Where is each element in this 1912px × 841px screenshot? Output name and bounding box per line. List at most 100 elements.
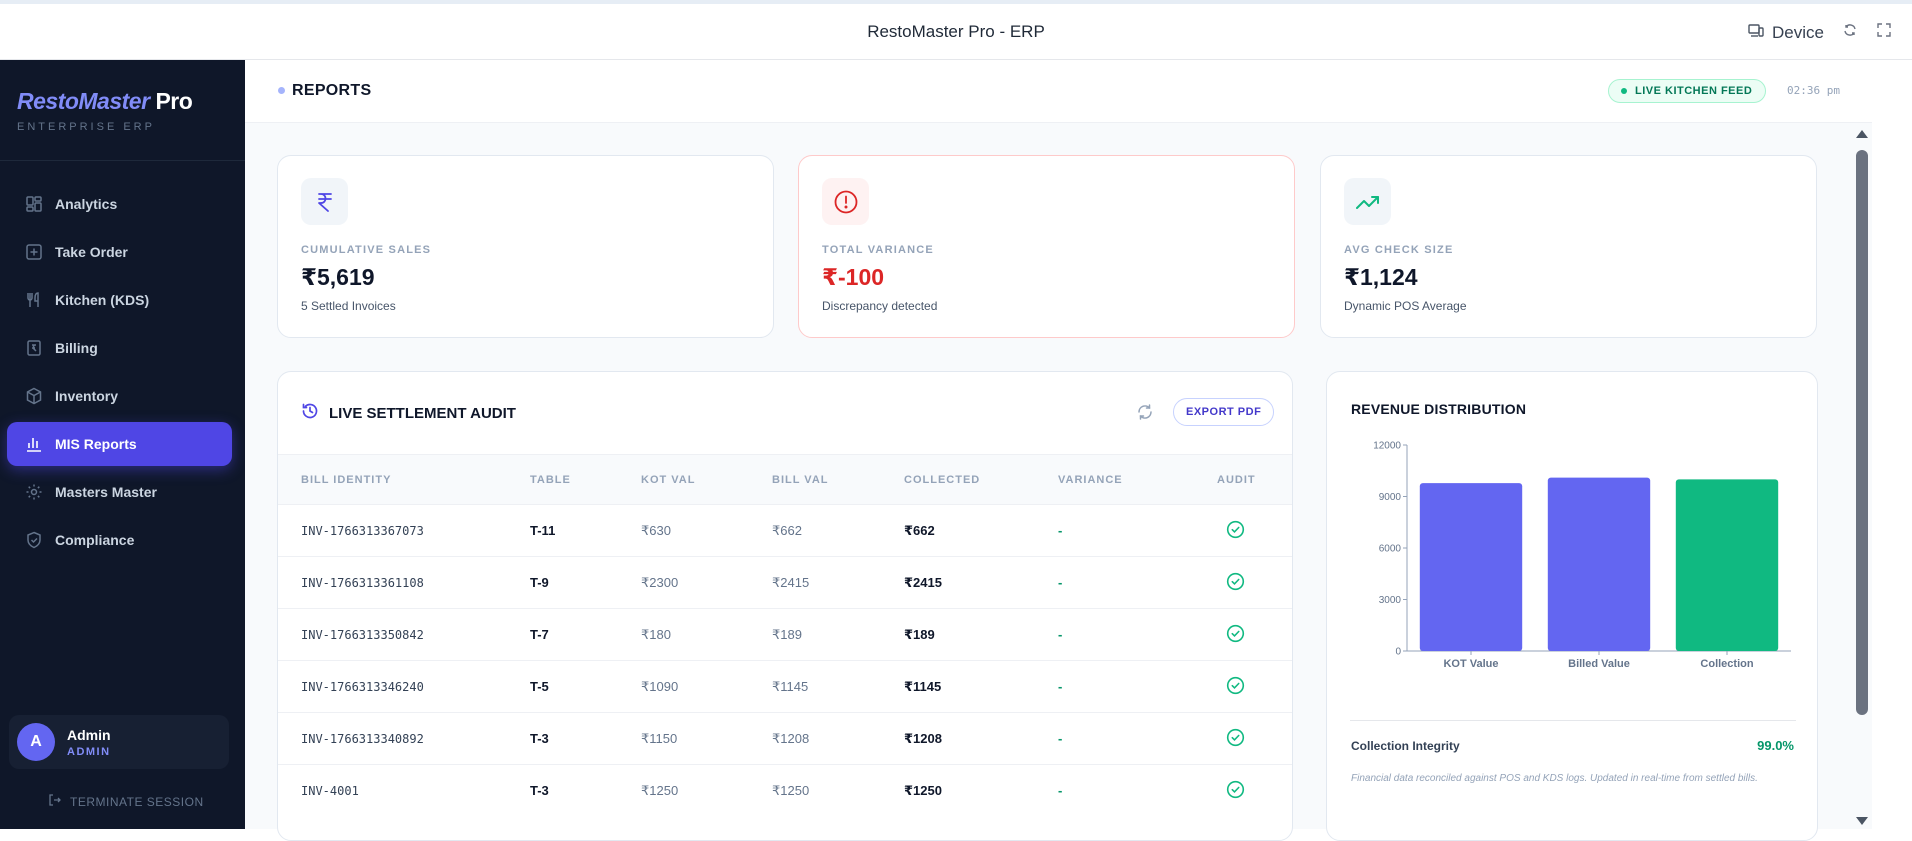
bill-identity: INV-1766313346240	[301, 680, 424, 694]
kot-value: ₹1250	[641, 783, 679, 798]
table-row[interactable]: INV-1766313367073 T-11 ₹630 ₹662 ₹662 -	[278, 504, 1292, 556]
gear-icon	[25, 483, 43, 501]
variance-value: -	[1058, 575, 1063, 590]
revenue-note: Financial data reconciled against POS an…	[1351, 773, 1758, 784]
kot-value: ₹1150	[641, 731, 678, 746]
collected-value: ₹189	[904, 627, 935, 642]
collected-value: ₹1145	[904, 679, 942, 694]
refresh-icon[interactable]	[1136, 403, 1154, 426]
device-icon	[1748, 23, 1764, 43]
column-header: BILL IDENTITY	[301, 474, 392, 486]
variance-value: -	[1058, 523, 1063, 538]
reports-content: CUMULATIVE SALES ₹5,619 5 Settled Invoic…	[245, 123, 1872, 841]
kpi-card-total-variance: TOTAL VARIANCE ₹-100 Discrepancy detecte…	[798, 155, 1295, 338]
kpi-card-cumulative-sales: CUMULATIVE SALES ₹5,619 5 Settled Invoic…	[277, 155, 774, 338]
sidebar-item-take-order[interactable]: Take Order	[7, 230, 232, 274]
brand-suffix: Pro	[155, 88, 193, 114]
receipt-icon	[25, 339, 43, 357]
revenue-bar-chart: 0 3000 6000 9000 12000 KOT Value Billed Value C…	[1373, 441, 1791, 670]
live-dot-icon	[1621, 88, 1627, 94]
bill-identity: INV-1766313340892	[301, 732, 424, 746]
audit-header: LIVE SETTLEMENT AUDIT	[301, 402, 516, 424]
analytics-icon	[25, 195, 43, 213]
chart-bar	[1675, 479, 1779, 651]
sync-icon[interactable]	[1842, 22, 1858, 43]
bill-value: ₹2415	[772, 575, 810, 590]
sidebar-item-billing[interactable]: Billing	[7, 326, 232, 370]
sidebar-item-mis-reports[interactable]: MIS Reports	[7, 422, 232, 466]
table-row[interactable]: INV-1766313350842 T-7 ₹180 ₹189 ₹189 -	[278, 608, 1292, 660]
page-scrollbar[interactable]	[1852, 123, 1872, 829]
title-dot	[278, 87, 285, 94]
table-number: T-11	[530, 523, 556, 538]
column-header: VARIANCE	[1058, 474, 1123, 486]
kpi-value: ₹-100	[822, 264, 885, 290]
device-button[interactable]: Device	[1748, 23, 1824, 43]
column-header: KOT VAL	[641, 474, 696, 486]
kpi-label: AVG CHECK SIZE	[1344, 244, 1454, 256]
brand-name: RestoMaster	[17, 88, 150, 114]
sidebar-item-label: MIS Reports	[55, 436, 137, 452]
revenue-title: REVENUE DISTRIBUTION	[1351, 401, 1527, 417]
avatar: A	[17, 723, 55, 761]
scroll-up-icon[interactable]	[1856, 130, 1868, 138]
fullscreen-icon[interactable]	[1876, 22, 1892, 43]
check-circle-icon	[1226, 780, 1245, 802]
variance-value: -	[1058, 731, 1063, 746]
bill-identity: INV-4001	[301, 784, 359, 798]
kpi-value: ₹1,124	[1344, 264, 1418, 290]
bill-value: ₹1208	[772, 731, 810, 746]
kpi-subtext: Dynamic POS Average	[1344, 299, 1467, 313]
kpi-subtext: Discrepancy detected	[822, 299, 938, 313]
sidebar-item-kitchen[interactable]: Kitchen (KDS)	[7, 278, 232, 322]
brand[interactable]: RestoMaster Pro ENTERPRISE ERP	[17, 88, 193, 133]
check-circle-icon	[1226, 572, 1245, 594]
table-row[interactable]: INV-1766313361108 T-9 ₹2300 ₹2415 ₹2415 …	[278, 556, 1292, 608]
collected-value: ₹1208	[904, 731, 942, 746]
bill-identity: INV-1766313350842	[301, 628, 424, 642]
sidebar-item-masters[interactable]: Masters Master	[7, 470, 232, 514]
sidebar-item-compliance[interactable]: Compliance	[7, 518, 232, 562]
column-header: AUDIT	[1217, 474, 1256, 486]
table-number: T-3	[530, 731, 549, 746]
table-row[interactable]: INV-1766313346240 T-5 ₹1090 ₹1145 ₹1145 …	[278, 660, 1292, 712]
table-row[interactable]: INV-4001 T-3 ₹1250 ₹1250 ₹1250 -	[278, 764, 1292, 816]
history-icon	[301, 402, 319, 424]
scroll-down-icon[interactable]	[1856, 817, 1868, 825]
sidebar-item-analytics[interactable]: Analytics	[7, 182, 232, 226]
revenue-distribution-card: REVENUE DISTRIBUTION 0 3000 6000 9000 12000 K…	[1326, 371, 1818, 841]
bill-value: ₹1145	[772, 679, 809, 694]
scroll-thumb[interactable]	[1856, 150, 1868, 715]
check-circle-icon	[1226, 520, 1245, 542]
clock: 02:36 pm	[1787, 84, 1840, 97]
variance-value: -	[1058, 783, 1063, 798]
sidebar-item-label: Compliance	[55, 532, 135, 548]
sidebar: RestoMaster Pro ENTERPRISE ERP Analytics…	[0, 60, 245, 829]
sidebar-item-label: Take Order	[55, 244, 128, 260]
table-row[interactable]: INV-1766313340892 T-3 ₹1150 ₹1208 ₹1208 …	[278, 712, 1292, 764]
alert-circle-icon	[822, 178, 869, 225]
bill-value: ₹1250	[772, 783, 810, 798]
terminate-session-button[interactable]: TERMINATE SESSION	[48, 793, 204, 810]
live-kitchen-feed-badge[interactable]: LIVE KITCHEN FEED	[1608, 79, 1767, 103]
kpi-label: CUMULATIVE SALES	[301, 244, 432, 256]
revenue-divider	[1350, 720, 1796, 721]
export-pdf-button[interactable]: EXPORT PDF	[1173, 398, 1275, 426]
utensils-icon	[25, 291, 43, 309]
sidebar-item-inventory[interactable]: Inventory	[7, 374, 232, 418]
user-card[interactable]: A Admin ADMIN	[9, 715, 229, 769]
logout-icon	[48, 793, 62, 810]
bar-chart-icon	[25, 435, 43, 453]
y-tick-label: 3000	[1379, 595, 1402, 606]
table-number: T-5	[530, 679, 549, 694]
window-titlebar: RestoMaster Pro - ERP Device	[0, 0, 1912, 60]
sidebar-item-label: Analytics	[55, 196, 118, 212]
shield-check-icon	[25, 531, 43, 549]
sidebar-divider	[0, 160, 245, 161]
check-circle-icon	[1226, 676, 1245, 698]
table-number: T-9	[530, 575, 549, 590]
y-tick-label: 9000	[1379, 492, 1402, 503]
sidebar-item-label: Masters Master	[55, 484, 157, 500]
brand-subtitle: ENTERPRISE ERP	[17, 121, 155, 133]
x-tick-label: Billed Value	[1568, 658, 1630, 670]
